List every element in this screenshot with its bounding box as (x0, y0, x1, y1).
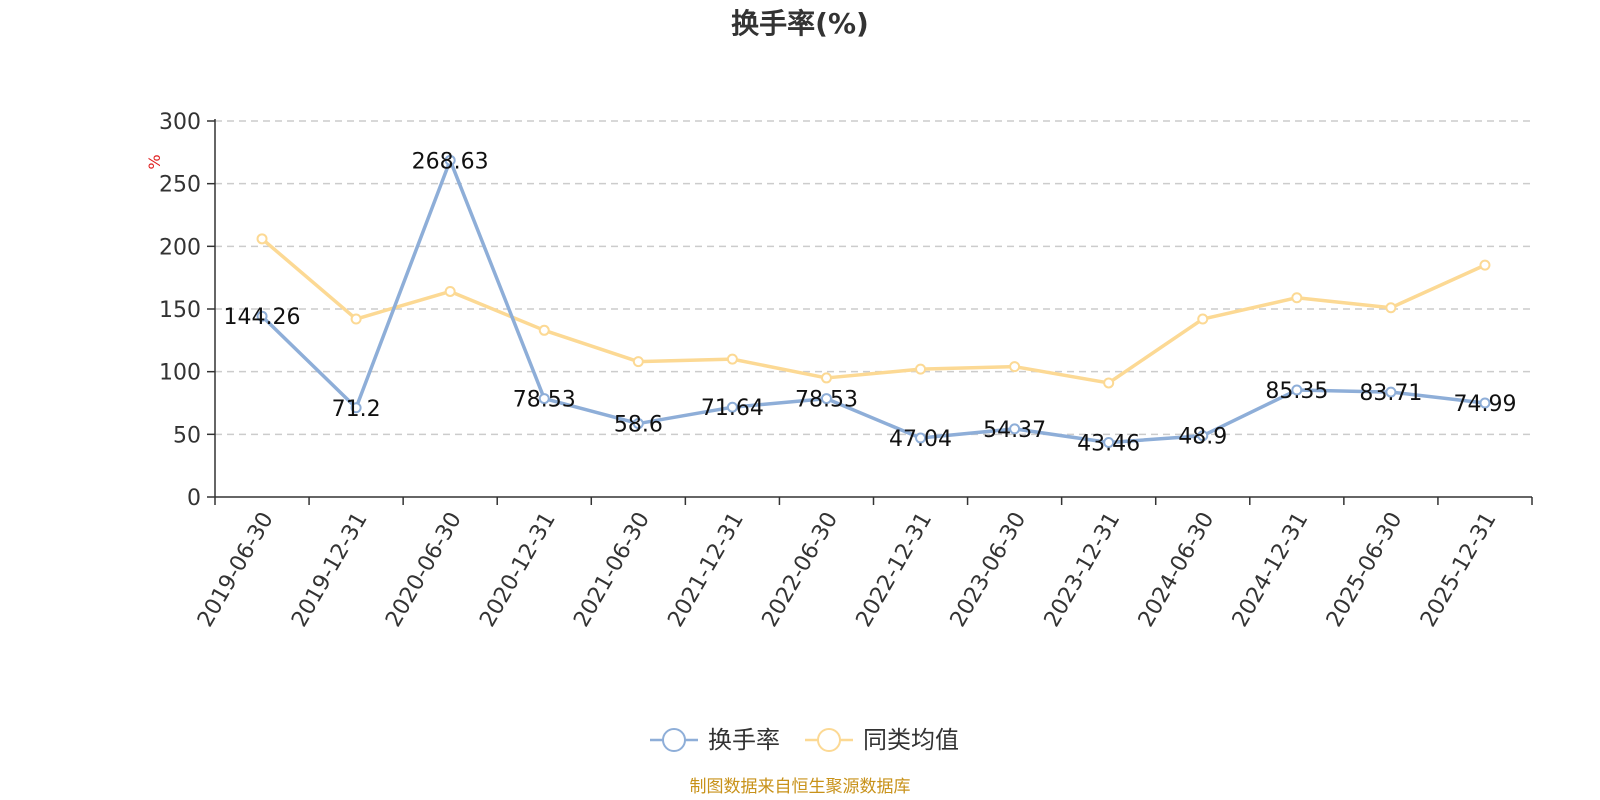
data-point (1385, 302, 1397, 314)
data-point (1385, 386, 1397, 398)
legend-label: 换手率 (708, 726, 780, 754)
data-label: 48.9 (1178, 425, 1227, 450)
legend-item[interactable]: 同类均值 (805, 726, 959, 754)
y-tick-label: 50 (173, 423, 201, 448)
legend-marker (817, 728, 841, 752)
y-tick-label: 0 (187, 486, 201, 511)
x-tick-label: 2019-12-31 (287, 508, 373, 631)
x-tick-label: 2021-12-31 (663, 508, 749, 631)
data-label: 83.71 (1359, 381, 1422, 406)
data-point (632, 356, 644, 368)
data-point (632, 418, 644, 430)
data-label: 144.26 (224, 305, 301, 330)
data-label: 54.37 (983, 418, 1046, 443)
y-tick-label: 200 (159, 235, 201, 260)
data-point (1103, 377, 1115, 389)
data-point (915, 363, 927, 375)
data-point (820, 372, 832, 384)
data-point (1479, 259, 1491, 271)
data-point (256, 310, 268, 322)
data-point (538, 393, 550, 405)
data-point (1291, 292, 1303, 304)
x-tick-label: 2024-12-31 (1228, 508, 1314, 631)
data-label: 78.53 (513, 388, 576, 413)
y-axis-unit-label: % (145, 154, 164, 169)
legend-item[interactable]: 换手率 (650, 726, 780, 754)
data-point (726, 353, 738, 365)
x-tick-label: 2023-06-30 (946, 508, 1032, 631)
data-point (350, 313, 362, 325)
data-point (726, 401, 738, 413)
data-point (1197, 313, 1209, 325)
data-point (1197, 430, 1209, 442)
legend-label: 同类均值 (863, 726, 959, 754)
series-line (260, 158, 1486, 445)
data-point (444, 285, 456, 297)
chart-title: 换手率(%) (731, 7, 869, 40)
data-label: 71.64 (701, 396, 764, 421)
data-label: 74.99 (1453, 392, 1516, 417)
data-label: 43.46 (1077, 432, 1140, 457)
data-point (256, 233, 268, 245)
series-lines (256, 154, 1491, 449)
series-line (260, 237, 1486, 385)
source-note: 制图数据来自恒生聚源数据库 (690, 777, 911, 797)
x-tick-label: 2025-12-31 (1416, 508, 1502, 631)
data-labels: 144.26 71.2 268.63 78.53 58.6 71.64 78.53 47.04… (224, 149, 1517, 456)
x-tick-label: 2022-06-30 (758, 508, 844, 631)
x-tick-label: 2023-12-31 (1040, 508, 1126, 631)
x-tick-label: 2022-12-31 (852, 508, 938, 631)
y-tick-label: 300 (159, 110, 201, 135)
data-point (1009, 423, 1021, 435)
x-tick-label: 2020-06-30 (381, 508, 467, 631)
x-tick-label: 2020-12-31 (475, 508, 561, 631)
data-point (538, 324, 550, 336)
y-axis-ticks: 0 50 100 150 200 250 300 (159, 110, 215, 511)
data-point (444, 154, 456, 166)
data-point (1291, 384, 1303, 396)
data-label: 85.35 (1265, 379, 1328, 404)
y-tick-label: 100 (159, 361, 201, 386)
x-axis-ticks: 2019-06-30 2019-12-31 2020-06-30 2020-12-31… (193, 497, 1533, 631)
data-label: 47.04 (889, 427, 952, 452)
data-label: 71.2 (332, 397, 381, 422)
legend-marker (662, 728, 686, 752)
x-tick-label: 2025-06-30 (1322, 508, 1408, 631)
axes (214, 119, 1532, 498)
y-tick-label: 150 (159, 298, 201, 323)
data-point (1103, 437, 1115, 449)
data-point (350, 402, 362, 414)
y-tick-label: 250 (159, 173, 201, 198)
legend[interactable]: 换手率 同类均值 (650, 726, 959, 754)
data-label: 58.6 (614, 413, 663, 438)
gridlines (215, 120, 1532, 436)
data-point (915, 432, 927, 444)
data-point (1479, 397, 1491, 409)
data-label: 268.63 (412, 149, 489, 174)
data-label: 78.53 (795, 388, 858, 413)
data-point (820, 393, 832, 405)
x-tick-label: 2021-06-30 (569, 508, 655, 631)
x-tick-label: 2019-06-30 (193, 508, 279, 631)
data-point (1009, 361, 1021, 373)
x-tick-label: 2024-06-30 (1134, 508, 1220, 631)
